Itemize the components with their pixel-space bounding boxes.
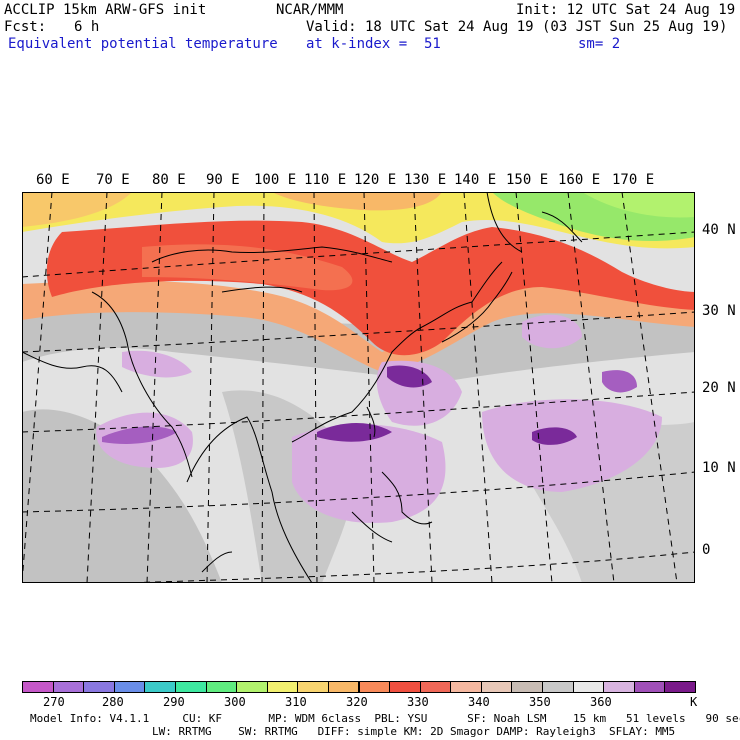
colorbar-swatch bbox=[358, 681, 391, 693]
model-info-line1: Model Info: V4.1.1 CU: KF MP: WDM 6class… bbox=[30, 712, 740, 725]
colorbar-label: 270 bbox=[43, 695, 65, 709]
purple-core-bengal bbox=[102, 426, 177, 444]
colorbar-swatch bbox=[511, 681, 544, 693]
lat-label: 30 N bbox=[702, 303, 736, 319]
lavender-india bbox=[122, 350, 192, 378]
theta-e-map bbox=[22, 192, 695, 583]
valid-time: Valid: 18 UTC Sat 24 Aug 19 (03 JST Sun … bbox=[306, 19, 728, 35]
colorbar-swatch bbox=[205, 681, 238, 693]
colorbar-label: 360 bbox=[590, 695, 612, 709]
lat-label: 10 N bbox=[702, 460, 736, 476]
lon-label: 60 E bbox=[36, 172, 70, 188]
lon-label: 110 E bbox=[304, 172, 347, 188]
purple-core-pacific bbox=[532, 427, 577, 445]
colorbar-swatch bbox=[236, 681, 268, 693]
lat-label: 40 N bbox=[702, 222, 736, 238]
light-green-region bbox=[582, 192, 695, 218]
colorbar-swatch bbox=[480, 681, 513, 693]
colorbar-swatch bbox=[174, 681, 207, 693]
colorbar-swatch bbox=[52, 681, 85, 693]
colorbar-swatch bbox=[572, 681, 605, 693]
colorbar-swatch bbox=[266, 681, 299, 693]
colorbar-label: 310 bbox=[285, 695, 307, 709]
colorbar-swatch bbox=[419, 681, 452, 693]
colorbar-swatch bbox=[664, 681, 696, 693]
organization-label: NCAR/MMM bbox=[276, 2, 344, 18]
lon-label: 140 E bbox=[454, 172, 497, 188]
purple-core-scs bbox=[317, 423, 392, 442]
lon-label: 160 E bbox=[558, 172, 601, 188]
colorbar-swatch bbox=[144, 681, 176, 693]
lat-label: 20 N bbox=[702, 380, 736, 396]
smoothing-label: sm= 2 bbox=[578, 36, 621, 52]
colorbar-label: 280 bbox=[102, 695, 124, 709]
lavender-south-china-sea bbox=[292, 424, 446, 523]
forecast-hour: 6 h bbox=[74, 19, 100, 35]
graticule bbox=[22, 192, 695, 583]
init-time: Init: 12 UTC Sat 24 Aug 19 bbox=[516, 2, 736, 18]
colorbar-swatch bbox=[450, 681, 482, 693]
colorbar-swatch bbox=[389, 681, 421, 693]
colorbar bbox=[22, 681, 696, 693]
lon-label: 130 E bbox=[404, 172, 447, 188]
gray-region-west bbox=[22, 409, 222, 583]
lon-label: 90 E bbox=[206, 172, 240, 188]
lat-label: 0 bbox=[702, 542, 711, 558]
lon-label: 70 E bbox=[96, 172, 130, 188]
colorbar-swatch bbox=[22, 681, 54, 693]
lat-0 bbox=[121, 551, 695, 583]
purple-core-east-china bbox=[387, 365, 432, 388]
warm-band-interior bbox=[142, 244, 353, 291]
lon-label: 170 E bbox=[612, 172, 655, 188]
lon-label: 80 E bbox=[152, 172, 186, 188]
colorbar-label: 290 bbox=[163, 695, 185, 709]
colorbar-swatch bbox=[297, 681, 329, 693]
lon-label: 150 E bbox=[506, 172, 549, 188]
level-index: at k-index = 51 bbox=[306, 36, 441, 52]
forecast-label: Fcst: bbox=[4, 19, 47, 35]
lat-10n bbox=[22, 471, 695, 513]
lat-20n bbox=[22, 391, 695, 433]
colorbar-label: 340 bbox=[468, 695, 490, 709]
colorbar-swatch bbox=[83, 681, 115, 693]
colorbar-swatch bbox=[603, 681, 635, 693]
colorbar-label: 320 bbox=[346, 695, 368, 709]
colorbar-units: K bbox=[690, 695, 698, 709]
coastlines bbox=[22, 192, 583, 583]
colorbar-swatch bbox=[542, 681, 574, 693]
colorbar-label: 300 bbox=[224, 695, 246, 709]
lon-label: 120 E bbox=[354, 172, 397, 188]
map-frame bbox=[22, 192, 695, 583]
colorbar-swatch bbox=[633, 681, 666, 693]
colorbar-label: 330 bbox=[407, 695, 429, 709]
colorbar-swatch bbox=[113, 681, 146, 693]
field-name: Equivalent potential temperature bbox=[8, 36, 278, 52]
model-info-line2: LW: RRTMG SW: RRTMG DIFF: simple KM: 2D … bbox=[152, 725, 676, 738]
colorbar-swatch bbox=[327, 681, 360, 693]
lavender-pacific bbox=[482, 399, 662, 492]
lavender-pacific-north bbox=[522, 314, 582, 349]
colorbar-label: 350 bbox=[529, 695, 551, 709]
model-title: ACCLIP 15km ARW-GFS init bbox=[4, 2, 207, 18]
lon-label: 100 E bbox=[254, 172, 297, 188]
purple-spot-pacific bbox=[602, 370, 637, 393]
